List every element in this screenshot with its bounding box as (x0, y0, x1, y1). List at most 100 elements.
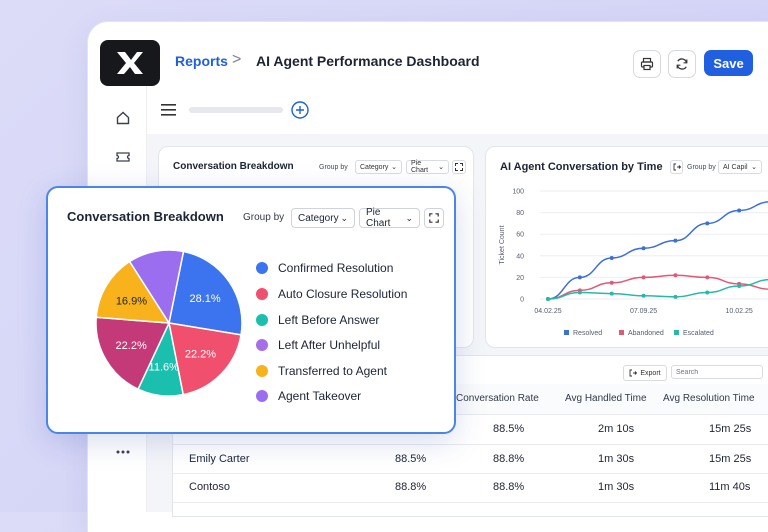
more-icon[interactable] (113, 442, 133, 462)
breakdown-expand-button[interactable] (452, 160, 466, 174)
pie-slice-left-after-unhelpful[interactable] (95, 316, 171, 391)
breakdown-chart-type-value: Pie Chart (411, 160, 429, 174)
printer-icon (640, 57, 654, 71)
row-3-avg-resolution-time: 11m 40s (709, 481, 751, 493)
breakdown-chart-type-select[interactable]: Pie Chart ⌄ (406, 160, 449, 174)
popup-group-by-value: Category (298, 212, 339, 224)
data-point-escalated[interactable] (641, 293, 646, 298)
time-export-button[interactable] (670, 160, 683, 174)
time-group-by-select[interactable]: AI Capil ⌄ (718, 160, 762, 174)
ticket-icon[interactable] (113, 147, 133, 167)
legend-swatch (256, 314, 268, 326)
home-icon[interactable] (113, 108, 133, 128)
x-tick-label: 04.02.25 (534, 308, 561, 315)
row-divider (173, 414, 768, 415)
row-1-conversation-rate: 88.5% (493, 423, 525, 435)
chevron-down-icon: ⌄ (405, 212, 413, 223)
data-point-resolved[interactable] (577, 275, 582, 280)
data-point-abandoned[interactable] (609, 280, 614, 285)
pie-label: 14.1% (123, 238, 154, 241)
expand-icon (455, 163, 463, 171)
data-point-resolved[interactable] (737, 208, 742, 213)
row-2-name[interactable]: Emily Carter (189, 453, 250, 465)
legend-swatch (256, 365, 268, 377)
legend-label: Transferred to Agent (278, 364, 387, 378)
refresh-button[interactable] (668, 50, 696, 78)
legend-item-left-before-answer[interactable]: Left Before Answer (256, 312, 379, 328)
legend-label: Auto Closure Resolution (278, 287, 408, 301)
legend-label: Abandoned (628, 330, 664, 337)
popup-expand-button[interactable] (424, 208, 444, 228)
data-point-abandoned[interactable] (705, 275, 710, 280)
breakdown-popup-card: Conversation Breakdown Group by Category… (46, 186, 456, 434)
chevron-down-icon: ⌄ (438, 164, 444, 171)
popup-title: Conversation Breakdown (67, 209, 224, 224)
data-point-abandoned[interactable] (673, 273, 678, 278)
popup-chart-type-value: Pie Chart (366, 207, 391, 229)
legend-item-agent-takeover[interactable]: Agent Takeover (256, 388, 361, 404)
y-tick-label: 60 (516, 232, 524, 239)
row-1-avg-handled-time: 2m 10s (598, 423, 635, 435)
pie-label: 22.2% (185, 348, 216, 360)
data-point-escalated[interactable] (546, 297, 550, 301)
chevron-down-icon: ⌄ (751, 164, 757, 171)
line-chart: 0 20 40 60 80 100 Ticket Count 04.02.25 07.09.25… (499, 189, 768, 337)
add-circle-icon[interactable] (291, 101, 309, 119)
data-point-escalated[interactable] (737, 284, 742, 289)
pie-slice-transferred-to-agent[interactable] (95, 260, 171, 324)
chevron-down-icon: ⌄ (391, 164, 397, 171)
data-point-escalated[interactable] (609, 291, 614, 296)
row-divider (173, 473, 768, 474)
data-point-resolved[interactable] (673, 238, 678, 243)
menu-icon[interactable] (161, 104, 177, 116)
breadcrumb-reports-link[interactable]: Reports (175, 53, 228, 69)
popup-group-by-select[interactable]: Category ⌄ (291, 208, 355, 228)
data-point-resolved[interactable] (705, 221, 710, 226)
col-header-avg-resolution-time[interactable]: Avg Resolution Time (663, 393, 755, 404)
x-tick-label: 10.02.25 (726, 308, 753, 315)
data-point-escalated[interactable] (577, 290, 582, 295)
legend-label: Escalated (683, 330, 714, 337)
save-button[interactable]: Save (704, 50, 753, 76)
table-search-input[interactable] (671, 365, 763, 379)
data-point-escalated[interactable] (673, 294, 678, 299)
row-2-col1: 88.5% (395, 453, 427, 465)
row-3-conversation-rate: 88.8% (493, 481, 525, 493)
time-card: AI Agent Conversation by Time Group by A… (485, 146, 768, 348)
breakdown-group-by-select[interactable]: Category ⌄ (355, 160, 402, 174)
data-point-resolved[interactable] (641, 246, 646, 251)
export-label: Export (640, 369, 661, 377)
top-bar: Reports > AI Agent Performance Dashboard… (160, 40, 768, 86)
legend-label: Left Before Answer (278, 313, 380, 327)
sub-toolbar (147, 86, 768, 134)
export-icon (629, 369, 638, 377)
search-bar-placeholder[interactable] (189, 107, 283, 113)
print-button[interactable] (633, 50, 661, 78)
export-button[interactable]: Export (623, 365, 667, 381)
legend-item-left-after-unhelpful[interactable]: Left After Unhelpful (256, 337, 380, 353)
data-point-resolved[interactable] (609, 255, 614, 260)
row-2-avg-resolution-time: 15m 25s (709, 453, 752, 465)
pie-slice-agent-takeover[interactable] (128, 249, 185, 325)
data-point-escalated[interactable] (705, 290, 710, 295)
breadcrumb-separator: > (232, 51, 242, 68)
data-point-abandoned[interactable] (641, 275, 646, 280)
series-line-abandoned (547, 274, 768, 300)
refresh-icon (676, 58, 688, 70)
popup-chart-type-select[interactable]: Pie Chart ⌄ (359, 207, 420, 229)
pie-slice-confirmed-resolution[interactable] (168, 250, 243, 336)
y-tick-label: 40 (516, 253, 524, 260)
pie-slice-auto-closure-resolution[interactable] (168, 322, 242, 396)
legend-item-confirmed-resolution[interactable]: Confirmed Resolution (256, 260, 393, 276)
breakdown-group-by-label: Group by (319, 164, 348, 171)
breakdown-group-by-value: Category (360, 163, 389, 171)
x-logo-icon[interactable] (100, 40, 160, 86)
row-3-name[interactable]: Contoso (189, 481, 230, 493)
col-header-conversation-rate[interactable]: Conversation Rate (456, 393, 539, 404)
legend-swatch (256, 339, 268, 351)
pie-label: 16.9% (116, 295, 147, 307)
legend-label: Resolved (573, 330, 602, 337)
legend-item-transferred-to-agent[interactable]: Transferred to Agent (256, 363, 387, 379)
col-header-avg-handled-time[interactable]: Avg Handled Time (565, 393, 647, 404)
legend-item-auto-closure-resolution[interactable]: Auto Closure Resolution (256, 286, 407, 302)
